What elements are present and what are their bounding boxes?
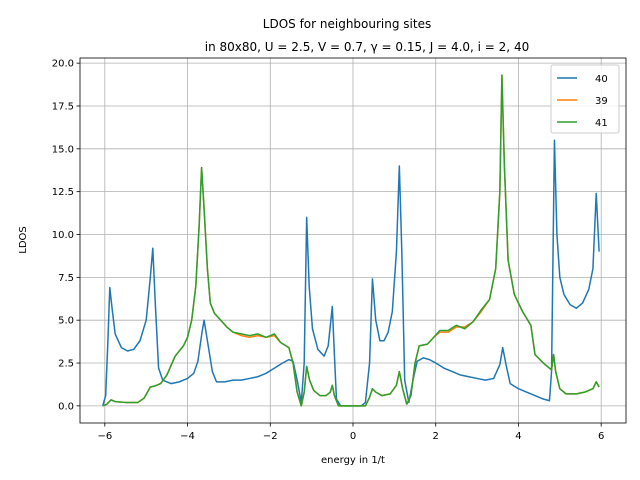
series-lines: [102, 74, 600, 407]
chart-title-line2: in 80x80, U = 2.5, V = 0.7, γ = 0.15, J …: [205, 40, 529, 54]
x-tick-label: 0: [350, 431, 356, 442]
legend-label-41: 41: [595, 118, 608, 129]
x-tick-label: −4: [180, 431, 195, 442]
chart-title-line1: LDOS for neighbouring sites: [263, 17, 431, 31]
legend-label-39: 39: [595, 96, 608, 107]
x-tick-label: −6: [97, 431, 112, 442]
legend-box: [550, 64, 620, 134]
series-line-40: [102, 139, 600, 407]
plot-area: −6 −4 −2 0 2 4 6 0.0 2.5 5.0 7.5 10.0 12.5 15.0 17.5 20…: [52, 57, 627, 442]
y-tick-label: 15.0: [52, 144, 74, 155]
y-tick-label: 2.5: [58, 359, 74, 370]
x-tick-label: 2: [433, 431, 439, 442]
y-tick-label: 20.0: [52, 59, 74, 70]
series-line-41: [102, 74, 600, 407]
y-tick-label: 7.5: [58, 273, 74, 284]
y-tick-label: 12.5: [52, 187, 74, 198]
y-axis-label: LDOS: [18, 226, 29, 254]
x-tick-label: −2: [263, 431, 278, 442]
y-tick-label: 0.0: [58, 401, 74, 412]
y-tick-label: 17.5: [52, 101, 74, 112]
axis-ticks: −6 −4 −2 0 2 4 6 0.0 2.5 5.0 7.5 10.0 12.5 15.0 17.5 20…: [52, 59, 605, 442]
legend: 40 39 41: [550, 64, 620, 134]
x-tick-label: 6: [598, 431, 604, 442]
legend-label-40: 40: [595, 74, 608, 85]
x-tick-label: 4: [515, 431, 521, 442]
y-tick-label: 5.0: [58, 316, 74, 327]
y-tick-label: 10.0: [52, 230, 74, 241]
x-axis-label: energy in 1/t: [321, 455, 385, 466]
